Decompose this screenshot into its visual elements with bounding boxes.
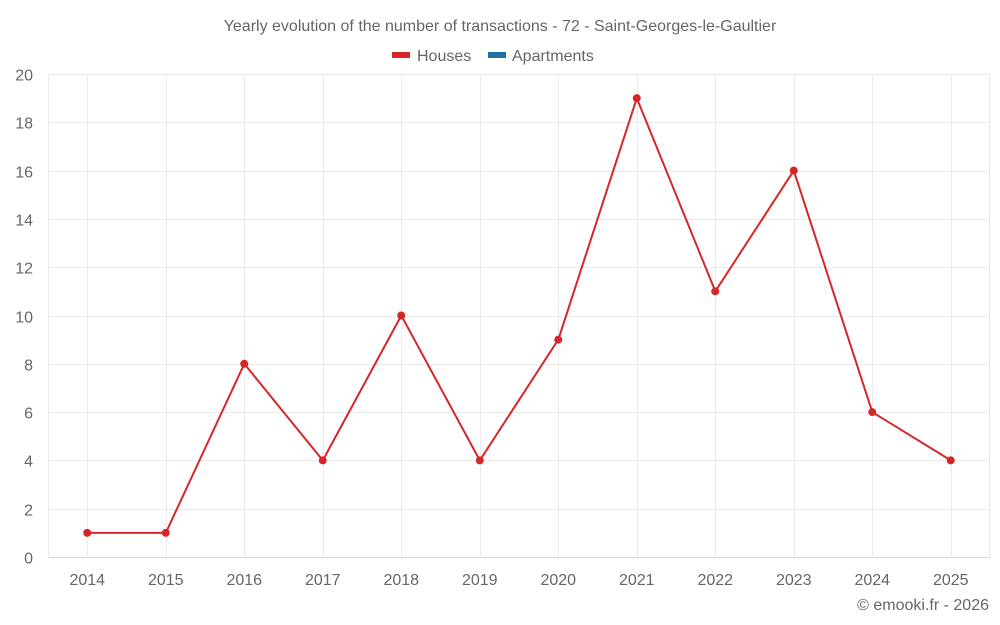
chart-legend: Houses Apartments bbox=[392, 48, 594, 65]
x-tick-label: 2015 bbox=[148, 572, 184, 589]
legend-swatch-houses bbox=[392, 52, 410, 58]
y-tick-label: 6 bbox=[24, 406, 33, 423]
data-point[interactable] bbox=[946, 456, 955, 465]
x-tick-label: 2019 bbox=[462, 572, 498, 589]
y-tick-label: 2 bbox=[24, 503, 33, 520]
series-houses bbox=[83, 94, 955, 537]
data-point[interactable] bbox=[240, 359, 249, 368]
y-tick-label: 8 bbox=[24, 358, 33, 375]
data-point[interactable] bbox=[83, 528, 92, 537]
data-point[interactable] bbox=[632, 94, 641, 103]
legend-item-houses[interactable]: Houses bbox=[392, 48, 471, 65]
y-tick-label: 0 bbox=[24, 551, 33, 568]
y-tick-label: 10 bbox=[15, 310, 33, 327]
y-tick-label: 4 bbox=[24, 454, 33, 471]
data-point[interactable] bbox=[161, 528, 170, 537]
legend-item-apartments[interactable]: Apartments bbox=[488, 48, 594, 65]
x-axis-ticks: 2014 2015 2016 2017 2018 2019 2020 2021 2022 2023… bbox=[69, 572, 968, 589]
x-tick-label: 2025 bbox=[933, 572, 969, 589]
data-point[interactable] bbox=[868, 408, 877, 417]
legend-label-apartments: Apartments bbox=[512, 48, 594, 65]
data-point[interactable] bbox=[397, 311, 406, 320]
data-point[interactable] bbox=[475, 456, 484, 465]
y-tick-label: 14 bbox=[15, 213, 33, 230]
x-tick-label: 2024 bbox=[854, 572, 890, 589]
x-tick-label: 2018 bbox=[383, 572, 419, 589]
grid-lines bbox=[48, 74, 990, 557]
chart-title: Yearly evolution of the number of transa… bbox=[224, 18, 777, 35]
data-point[interactable] bbox=[554, 335, 563, 344]
y-tick-label: 16 bbox=[15, 165, 33, 182]
y-tick-label: 18 bbox=[15, 116, 33, 133]
series-line bbox=[87, 97, 952, 534]
x-tick-label: 2020 bbox=[540, 572, 576, 589]
x-tick-label: 2023 bbox=[776, 572, 812, 589]
x-tick-label: 2021 bbox=[619, 572, 655, 589]
legend-swatch-apartments bbox=[488, 52, 506, 58]
credit-text: © emooki.fr - 2026 bbox=[857, 597, 989, 614]
legend-label-houses: Houses bbox=[417, 48, 471, 65]
data-point[interactable] bbox=[711, 287, 720, 296]
y-tick-label: 12 bbox=[15, 261, 33, 278]
x-tick-label: 2016 bbox=[226, 572, 262, 589]
y-tick-label: 20 bbox=[15, 68, 33, 85]
y-axis-ticks: 0 2 4 6 8 10 12 14 16 18 20 bbox=[15, 68, 33, 568]
x-tick-label: 2022 bbox=[697, 572, 733, 589]
data-point[interactable] bbox=[789, 166, 798, 175]
data-point[interactable] bbox=[318, 456, 327, 465]
x-tick-label: 2014 bbox=[69, 572, 105, 589]
x-tick-label: 2017 bbox=[305, 572, 341, 589]
